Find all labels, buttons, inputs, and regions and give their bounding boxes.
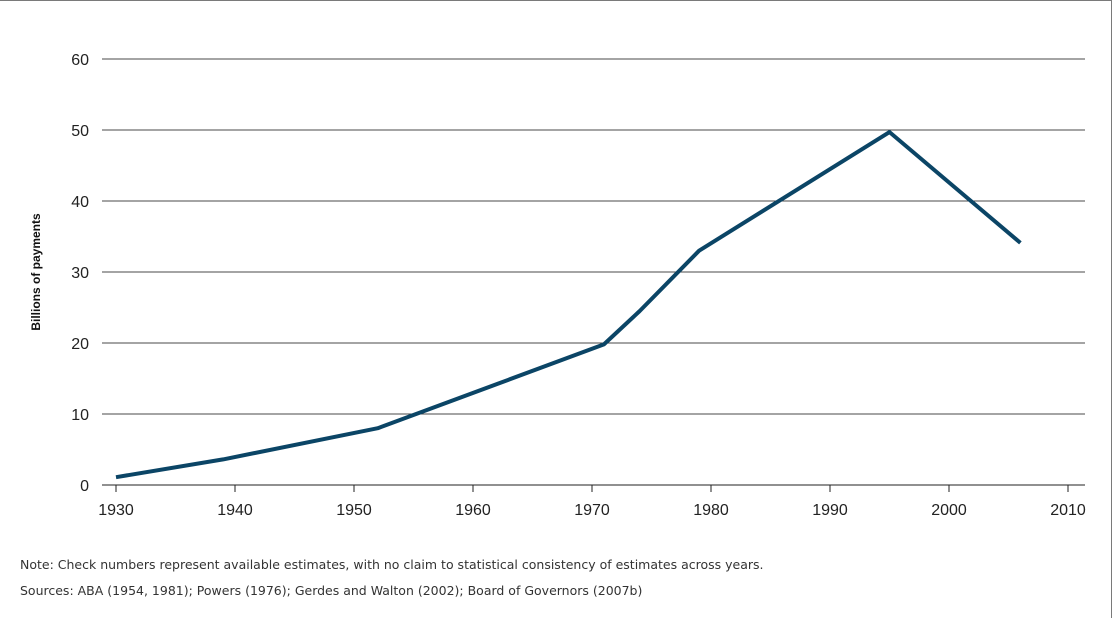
y-tick-label: 0 [80,478,89,495]
x-tick-label: 2010 [1050,502,1086,519]
y-axis-label: Billions of payments [29,213,43,331]
x-tick-label: 1930 [98,502,134,519]
x-tick-label: 1980 [693,502,729,519]
y-tick-label: 20 [71,336,89,353]
y-tick-label: 40 [71,194,89,211]
x-tick-label: 1940 [217,502,253,519]
x-axis: 1930 1940 1950 1960 1970 1980 1990 2000 2010 [98,484,1086,519]
data-series [115,130,1022,480]
x-tick-label: 1970 [574,502,610,519]
series-line [115,130,1022,480]
chart-note: Note: Check numbers represent available … [20,557,764,572]
x-tick-label: 1960 [455,502,491,519]
x-tick-label: 2000 [931,502,967,519]
x-tick-label: 1950 [336,502,372,519]
chart-sources: Sources: ABA (1954, 1981); Powers (1976)… [20,583,643,598]
y-tick-label: 10 [71,407,89,424]
y-tick-label: 50 [71,123,89,140]
y-axis-ticks: 0 10 20 30 40 50 60 [71,52,89,495]
y-tick-label: 60 [71,52,89,69]
gridlines [102,58,1085,415]
x-tick-label: 1990 [812,502,848,519]
y-tick-label: 30 [71,265,89,282]
